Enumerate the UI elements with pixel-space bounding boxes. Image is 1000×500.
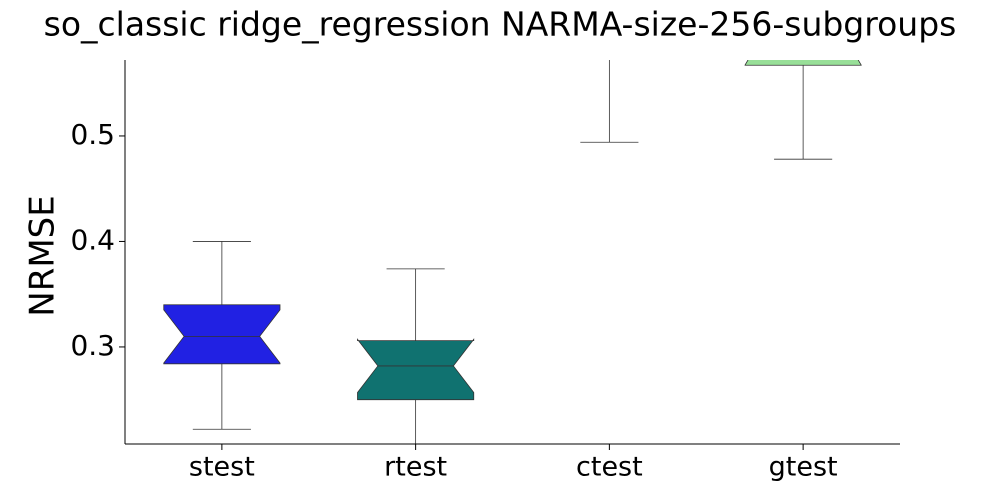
y-tick-label: 0.5 [70, 118, 115, 151]
x-tick-label: rtest [384, 452, 447, 483]
y-tick-label: 0.4 [70, 223, 115, 256]
box [744, 60, 862, 66]
x-tick-label: ctest [576, 452, 643, 483]
x-tick-label: stest [189, 452, 255, 483]
plot-area [163, 60, 862, 444]
y-tick-label: 0.3 [70, 329, 115, 362]
chart-title: so_classic ridge_regression NARMA-size-2… [44, 5, 957, 44]
box [357, 338, 475, 401]
x-tick-label: gtest [769, 452, 838, 483]
box [163, 304, 281, 365]
y-axis-label: NRMSE [23, 195, 63, 316]
